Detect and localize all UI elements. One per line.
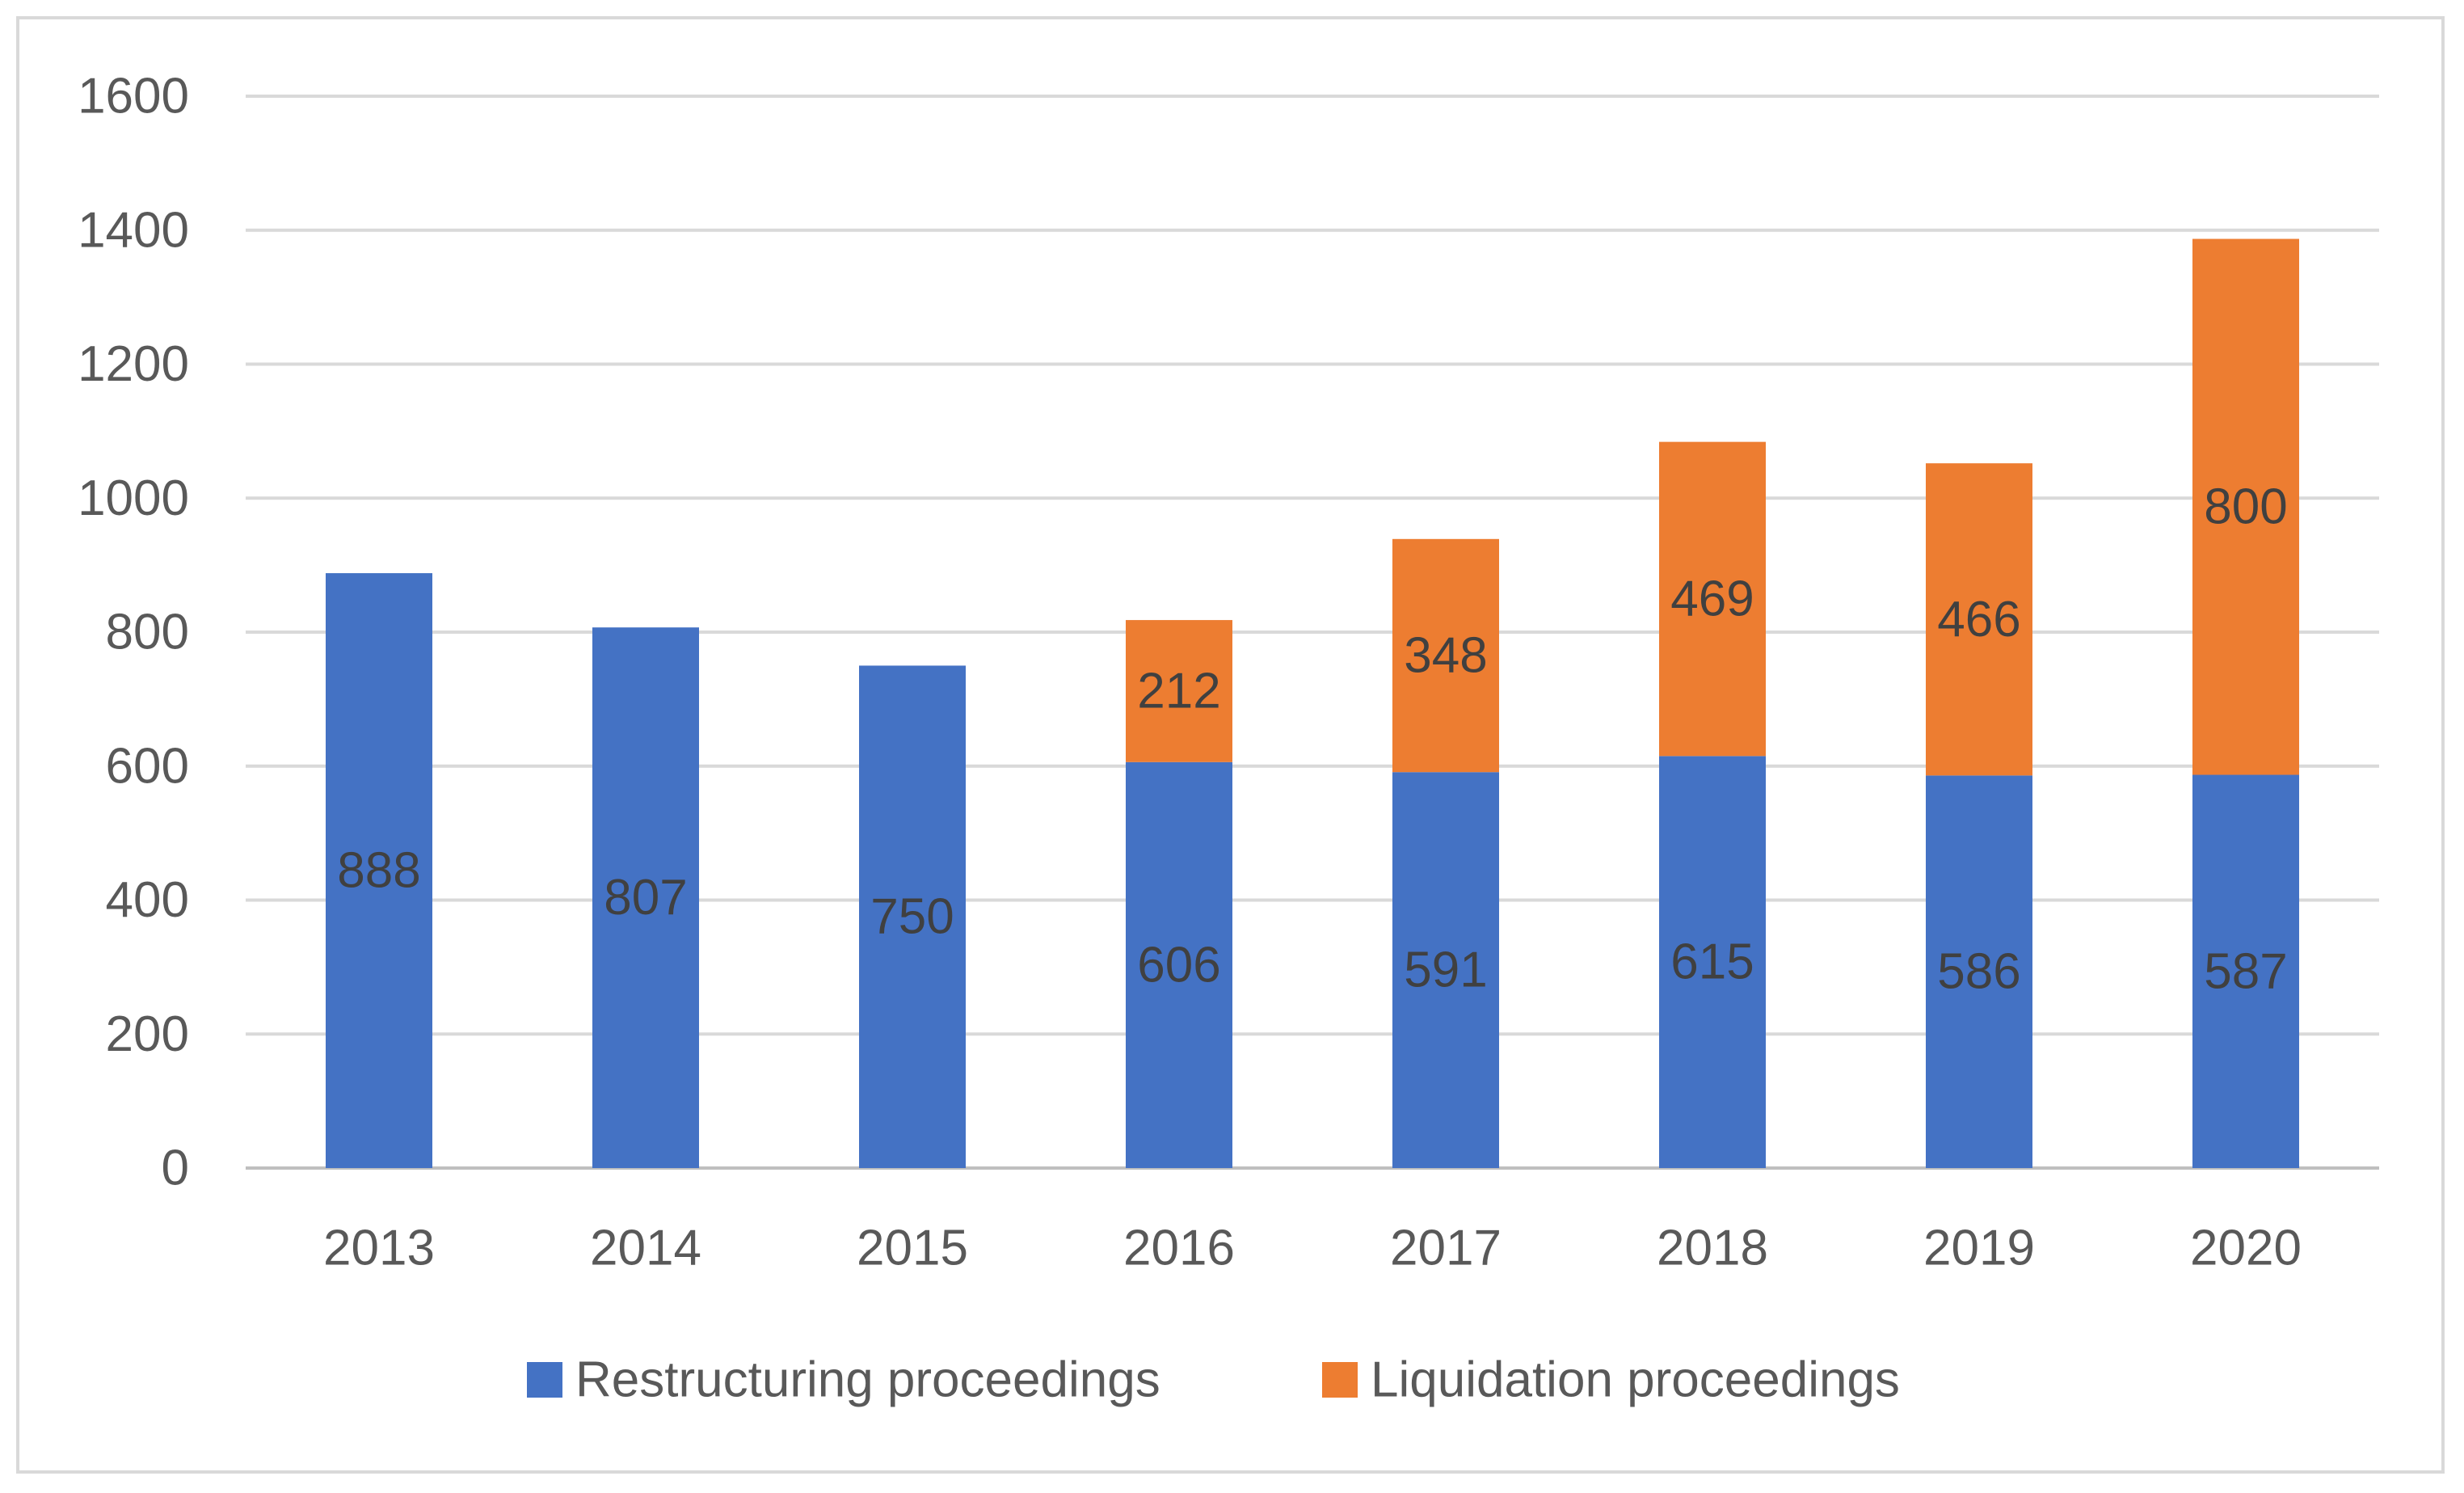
y-tick-label: 600 [106, 738, 189, 794]
bar-restructuring-2020 [2192, 774, 2299, 1168]
chart-frame: 888 807 750 606 212 591 348 615 469 586 466 587 800 … [16, 16, 2445, 1474]
legend-label-restructuring: Restructuring proceedings [575, 1352, 1160, 1408]
y-tick-label: 400 [106, 872, 189, 928]
bar-liquidation-2019 [1926, 463, 2032, 776]
x-axis: 2013 2014 2015 2016 2017 2018 2019 2020 [323, 1221, 2302, 1276]
bar-liquidation-2018 [1659, 441, 1766, 757]
x-tick-label-2018: 2018 [1657, 1221, 1768, 1276]
bar-restructuring-2014 [592, 627, 699, 1168]
y-tick-label: 0 [162, 1141, 189, 1196]
x-tick-label-2020: 2020 [2190, 1221, 2302, 1276]
gridlines [246, 95, 2379, 1170]
x-tick-label-2015: 2015 [857, 1221, 968, 1276]
y-tick-label: 1000 [78, 470, 189, 526]
data-label-restructuring-2016: 606 [1137, 937, 1220, 993]
x-tick-label-2019: 2019 [1923, 1221, 2035, 1276]
data-label-restructuring-2014: 807 [604, 870, 687, 926]
data-label-restructuring-2013: 888 [337, 843, 420, 899]
bar-liquidation-2020 [2192, 238, 2299, 775]
x-tick-label-2016: 2016 [1123, 1221, 1235, 1276]
x-tick-label-2014: 2014 [590, 1221, 701, 1276]
data-label-restructuring-2015: 750 [870, 889, 954, 945]
bar-liquidation-2016 [1126, 620, 1232, 762]
bar-restructuring-2015 [859, 665, 966, 1168]
bar-restructuring-2018 [1659, 756, 1766, 1168]
y-axis: 0 200 400 600 800 1000 1200 1400 1600 [78, 69, 189, 1196]
data-label-liquidation-2016: 212 [1137, 663, 1220, 719]
bar-restructuring-2017 [1392, 772, 1499, 1168]
bar-restructuring-2019 [1926, 775, 2032, 1168]
legend-swatch-liquidation [1322, 1362, 1358, 1398]
bar-restructuring-2016 [1126, 761, 1232, 1168]
legend-swatch-restructuring [527, 1362, 562, 1398]
data-label-restructuring-2017: 591 [1404, 943, 1487, 998]
data-label-liquidation-2018: 469 [1670, 571, 1754, 626]
bar-restructuring-2013 [326, 573, 432, 1168]
legend-label-liquidation: Liquidation proceedings [1371, 1352, 1900, 1408]
y-tick-label: 800 [106, 605, 189, 660]
chart-svg: 888 807 750606212591348615469586466587800 … [78, 69, 2379, 1408]
data-labels: 888 807 750 606 212 591 348 615 469 586 466 587 800 [337, 479, 2287, 1000]
data-label-liquidation-2020: 800 [2204, 479, 2287, 535]
y-tick-label: 200 [106, 1006, 189, 1062]
data-label-restructuring-2019: 586 [1937, 944, 2020, 1000]
y-tick-label: 1600 [78, 69, 189, 124]
y-tick-label: 1200 [78, 336, 189, 392]
data-label-liquidation-2017: 348 [1404, 628, 1487, 684]
bar-liquidation-2017 [1392, 538, 1499, 773]
data-label-restructuring-2018: 615 [1670, 934, 1754, 990]
data-label-restructuring-2020: 587 [2204, 943, 2287, 999]
data-label-liquidation-2019: 466 [1937, 592, 2020, 647]
bars [326, 238, 2299, 1168]
y-tick-label: 1400 [78, 202, 189, 258]
x-tick-label-2013: 2013 [323, 1221, 435, 1276]
legend: Restructuring proceedings Liquidation pro… [527, 1352, 1900, 1408]
x-tick-label-2017: 2017 [1390, 1221, 1502, 1276]
